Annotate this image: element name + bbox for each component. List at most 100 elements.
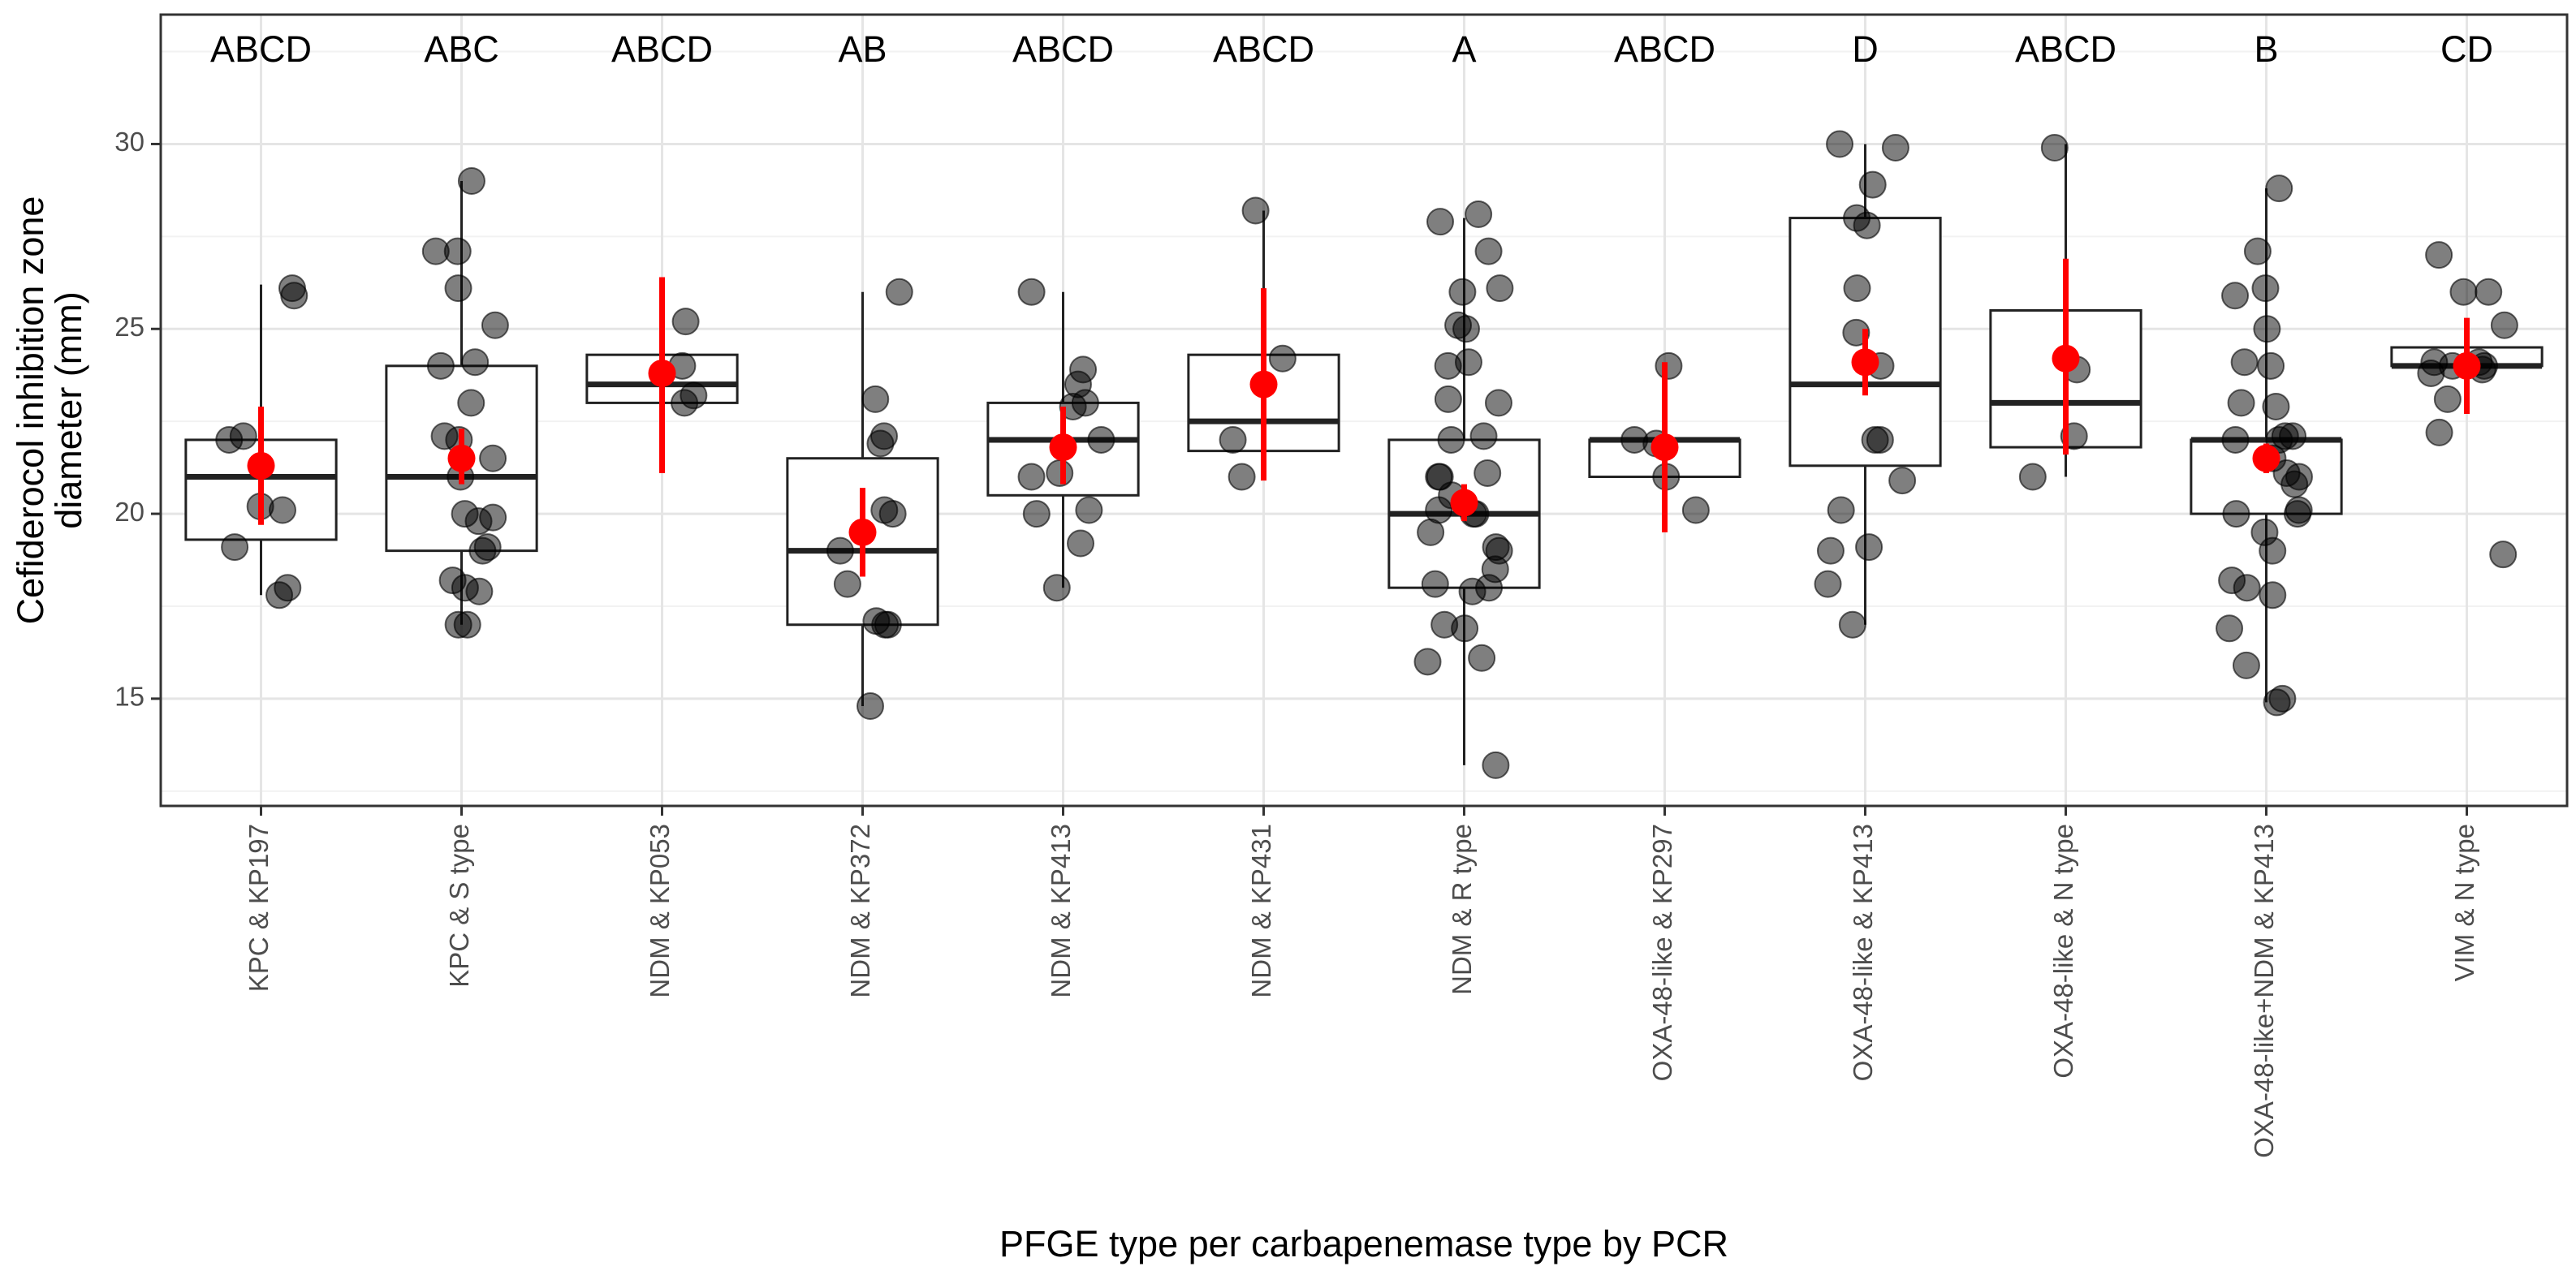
group-letter: D	[1852, 28, 1879, 70]
data-point	[1814, 570, 1842, 598]
plot-panel-border	[159, 13, 2569, 808]
x-tick-label: OXA-48-like & KP413	[1848, 824, 1878, 1081]
data-point	[2425, 241, 2453, 269]
data-point	[221, 533, 249, 562]
mean-markers	[247, 258, 2481, 577]
data-point	[479, 444, 507, 472]
data-point	[1042, 574, 1071, 602]
data-point	[481, 311, 509, 339]
y-tick-label: 20	[114, 497, 145, 527]
data-point	[453, 610, 481, 639]
y-tick-label: 15	[114, 682, 145, 712]
data-point	[1413, 648, 1442, 676]
mean-point	[1249, 370, 1278, 398]
data-point	[1482, 751, 1510, 779]
data-point	[1444, 311, 1473, 339]
mean-point	[2453, 351, 2481, 380]
data-point	[857, 691, 885, 720]
group-letter: CD	[2440, 28, 2493, 70]
data-point	[1858, 170, 1887, 199]
data-point	[2232, 651, 2260, 679]
x-tick-label: NDM & KP372	[845, 824, 875, 998]
data-point	[2271, 422, 2299, 450]
x-tick-label: OXA-48-like & N type	[2048, 824, 2078, 1079]
data-point	[461, 348, 490, 377]
data-point	[861, 385, 890, 413]
data-point	[2222, 500, 2250, 528]
x-tick-label: KPC & S type	[444, 824, 474, 988]
data-point	[2268, 684, 2297, 713]
data-point	[1843, 274, 1871, 303]
x-axis-title: PFGE type per carbapenemase type by PCR	[999, 1223, 1728, 1264]
data-point	[1087, 425, 1115, 454]
mean-point	[1049, 433, 1077, 462]
data-point	[278, 274, 306, 303]
data-point	[438, 566, 467, 595]
data-point	[885, 278, 913, 306]
data-point	[2489, 541, 2518, 569]
data-point	[1861, 425, 1889, 454]
data-point	[2230, 348, 2259, 377]
data-point	[2475, 278, 2503, 306]
data-point	[1219, 425, 1247, 454]
data-point	[443, 237, 472, 265]
data-point	[229, 422, 257, 450]
data-point	[2262, 392, 2290, 420]
y-tick-label: 30	[114, 127, 145, 157]
group-letter: ABCD	[611, 28, 713, 70]
data-point	[1069, 355, 1098, 384]
data-point	[1655, 351, 1683, 380]
data-point	[1482, 533, 1510, 562]
data-point	[2018, 463, 2047, 491]
data-point	[680, 381, 708, 410]
data-point	[870, 422, 899, 450]
data-point	[2259, 581, 2287, 610]
data-point	[457, 389, 485, 417]
data-point	[1448, 278, 1477, 306]
data-point	[2425, 418, 2453, 446]
data-point	[1434, 385, 1462, 413]
group-letter: ABCD	[1614, 28, 1715, 70]
data-point	[1426, 463, 1454, 491]
data-point	[2221, 282, 2250, 310]
mean-point	[2052, 344, 2080, 373]
data-point	[430, 422, 459, 450]
group-letter: ABCD	[1012, 28, 1114, 70]
data-point	[2218, 566, 2246, 595]
data-point	[862, 607, 891, 635]
data-point	[1474, 459, 1502, 487]
data-point	[1268, 344, 1297, 373]
axes: 15 20 25 30 KPC & KP197 KPC & S type NDM & KP0…	[114, 127, 2479, 1158]
x-tick-label: NDM & KP431	[1246, 824, 1276, 998]
data-point	[1486, 274, 1514, 303]
data-point	[671, 308, 700, 336]
data-point	[870, 496, 899, 524]
data-point	[2253, 315, 2281, 343]
data-point	[833, 570, 861, 598]
data-point	[2243, 237, 2272, 265]
x-tick-label: KPC & KP197	[244, 824, 274, 992]
mean-point	[1851, 348, 1879, 377]
data-point	[1474, 237, 1503, 265]
data-point	[457, 167, 485, 196]
data-point	[451, 500, 479, 528]
mean-point	[447, 444, 476, 472]
data-point	[1454, 348, 1482, 377]
data-point	[1426, 208, 1455, 236]
x-tick-label: OXA-48-like & KP297	[1647, 824, 1677, 1081]
group-letter: ABCD	[1213, 28, 1314, 70]
data-point	[444, 274, 472, 303]
y-axis-title-line-2: diameter (mm)	[48, 291, 89, 529]
data-point	[1469, 422, 1498, 450]
data-point	[2040, 134, 2069, 162]
data-point	[479, 503, 507, 532]
data-point	[2433, 385, 2462, 413]
y-tick-label: 25	[114, 312, 145, 342]
data-point	[1838, 610, 1866, 639]
x-tick-label: OXA-48-like+NDM & KP413	[2249, 824, 2279, 1158]
data-point	[1075, 496, 1103, 524]
y-axis-title-line-1: Cefiderocol inhibition zone	[10, 196, 51, 625]
data-point	[1067, 529, 1095, 558]
group-letter: B	[2254, 28, 2278, 70]
